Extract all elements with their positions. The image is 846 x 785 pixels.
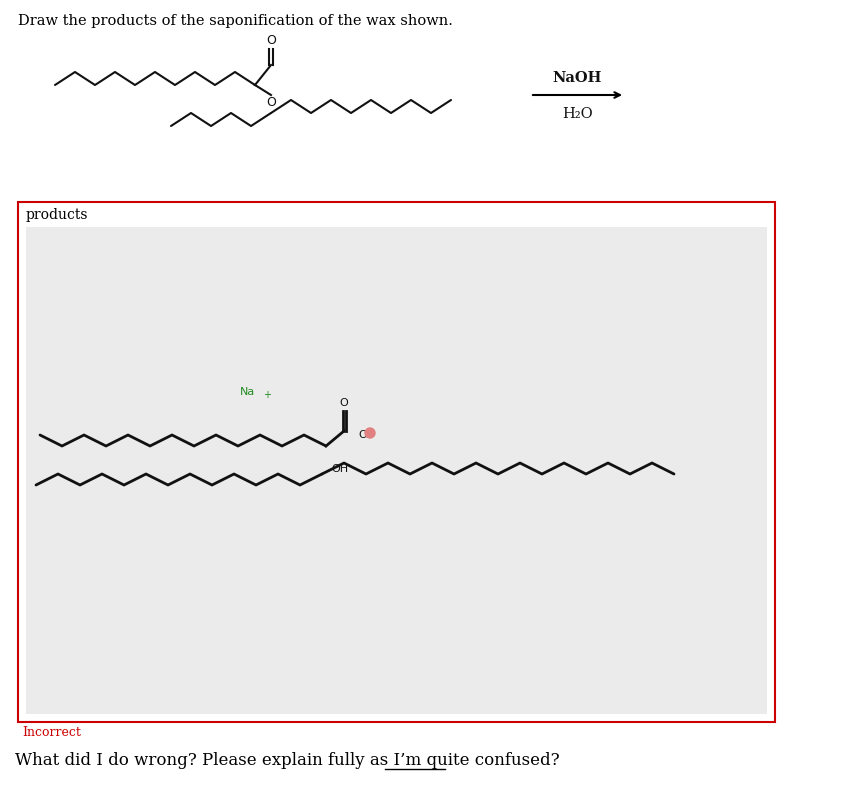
Text: O: O: [358, 430, 367, 440]
Text: OH: OH: [331, 464, 348, 474]
Text: Draw the products of the saponification of the wax shown.: Draw the products of the saponification …: [18, 14, 453, 28]
Text: What did I do wrong? Please explain fully as I’m quite confused?: What did I do wrong? Please explain full…: [15, 752, 559, 769]
Text: products: products: [26, 208, 89, 222]
Bar: [26, 227, 767, 714]
Text: O: O: [266, 34, 276, 47]
Text: Na: Na: [240, 387, 255, 397]
Text: H₂O: H₂O: [562, 107, 593, 121]
Text: NaOH: NaOH: [552, 71, 602, 85]
Text: Incorrect: Incorrect: [22, 726, 81, 739]
Text: O: O: [266, 96, 276, 109]
Text: O: O: [339, 398, 349, 408]
Bar: [18, 202, 775, 722]
Text: +: +: [263, 390, 271, 400]
Circle shape: [365, 428, 375, 438]
